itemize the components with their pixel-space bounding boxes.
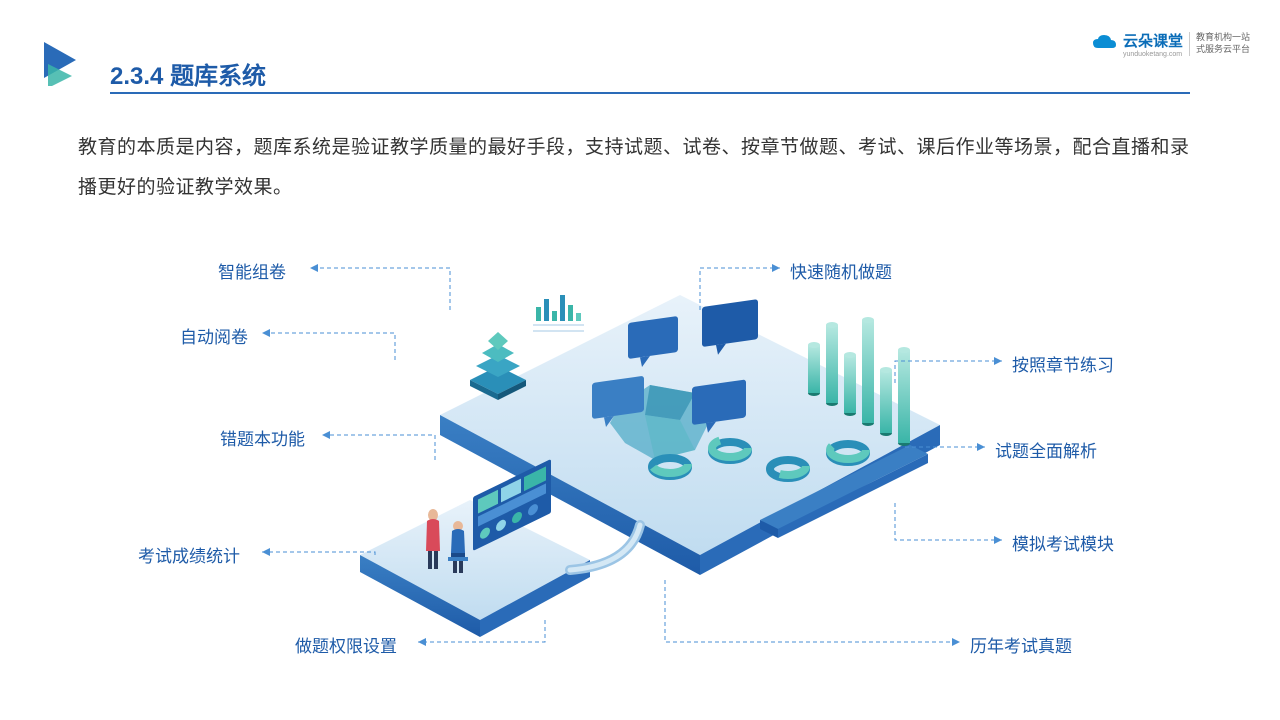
feature-quick-random: 快速随机做题: [790, 258, 892, 283]
cloud-icon: [1091, 34, 1117, 54]
feature-permission: 做题权限设置: [295, 632, 397, 657]
description-text: 教育的本质是内容，题库系统是验证教学质量的最好手段，支持试题、试卷、按章节做题、…: [78, 128, 1202, 208]
feature-wrong-book: 错题本功能: [220, 425, 305, 450]
section-name: 题库系统: [170, 63, 266, 90]
feature-auto-grade: 自动阅卷: [180, 323, 248, 348]
feature-score-stats: 考试成绩统计: [138, 542, 240, 567]
feature-smart-compose: 智能组卷: [218, 258, 286, 283]
feature-mock-exam: 模拟考试模块: [1012, 530, 1114, 555]
brand-url: yunduoketang.com: [1123, 51, 1183, 58]
isometric-illustration: [0, 225, 1280, 705]
section-title: 2.3.4 题库系统: [110, 56, 266, 91]
brand-name: 云朵课堂: [1123, 30, 1183, 51]
section-number: 2.3.4: [110, 63, 163, 90]
mini-barchart-icon: [533, 295, 584, 331]
pyramid-icon: [470, 332, 526, 400]
brand-tagline: 教育机构一站 式服务云平台: [1189, 32, 1250, 55]
feature-diagram: 智能组卷 自动阅卷 错题本功能 考试成绩统计 做题权限设置 快速随机做题 按照章…: [0, 225, 1280, 705]
header-play-icon: [38, 38, 86, 91]
feature-past-papers: 历年考试真题: [970, 632, 1072, 657]
title-underline: [110, 92, 1190, 94]
feature-full-analysis: 试题全面解析: [995, 437, 1097, 462]
brand-logo: 云朵课堂 yunduoketang.com 教育机构一站 式服务云平台: [1091, 30, 1250, 58]
feature-chapter-practice: 按照章节练习: [1012, 351, 1114, 376]
